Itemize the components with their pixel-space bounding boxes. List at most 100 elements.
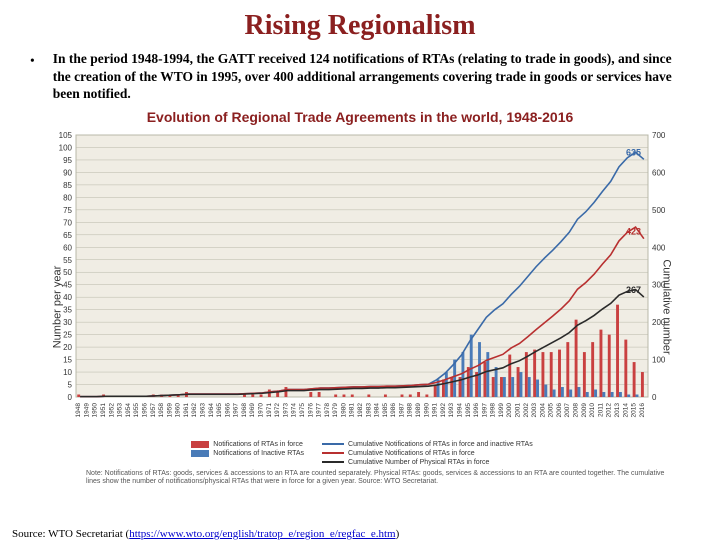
svg-text:1950: 1950	[92, 402, 99, 417]
bullet-marker: •	[30, 52, 35, 70]
svg-text:1979: 1979	[332, 402, 339, 417]
svg-text:267: 267	[626, 285, 641, 295]
svg-text:400: 400	[652, 243, 666, 252]
svg-text:0: 0	[68, 393, 73, 402]
svg-text:1998: 1998	[490, 402, 497, 417]
legend-item-blue-line: Cumulative Notifications of RTAs in forc…	[322, 441, 533, 448]
svg-text:1962: 1962	[191, 402, 198, 417]
svg-text:1999: 1999	[498, 402, 505, 417]
svg-text:1961: 1961	[183, 402, 190, 417]
legend-item-blue-bar: Notifications of Inactive RTAs	[191, 450, 304, 457]
svg-text:1980: 1980	[340, 402, 347, 417]
svg-text:1990: 1990	[423, 402, 430, 417]
bullet-text: In the period 1948-1994, the GATT receiv…	[53, 50, 680, 103]
svg-text:500: 500	[652, 205, 666, 214]
svg-text:1971: 1971	[266, 402, 273, 417]
svg-text:1973: 1973	[282, 402, 289, 417]
svg-text:1964: 1964	[208, 402, 215, 417]
svg-text:1995: 1995	[465, 402, 472, 417]
svg-text:40: 40	[63, 293, 72, 302]
svg-text:1981: 1981	[349, 402, 356, 417]
svg-text:2002: 2002	[523, 402, 530, 417]
svg-text:95: 95	[63, 156, 72, 165]
svg-text:2008: 2008	[573, 402, 580, 417]
legend-item-red-bar: Notifications of RTAs in force	[191, 441, 304, 448]
svg-text:1969: 1969	[249, 402, 256, 417]
svg-text:1963: 1963	[199, 402, 206, 417]
svg-text:2000: 2000	[506, 402, 513, 417]
svg-text:45: 45	[63, 280, 72, 289]
svg-text:1970: 1970	[258, 402, 265, 417]
svg-text:1960: 1960	[175, 402, 182, 417]
chart-svg: 0510152025303540455055606570758085909510…	[46, 127, 678, 437]
svg-text:1953: 1953	[117, 402, 124, 417]
svg-text:2011: 2011	[597, 402, 604, 416]
svg-text:1975: 1975	[299, 402, 306, 417]
svg-text:70: 70	[63, 218, 72, 227]
svg-text:1968: 1968	[241, 402, 248, 417]
source-citation: Source: WTO Secretariat (https://www.wto…	[12, 528, 399, 540]
svg-text:1965: 1965	[216, 402, 223, 417]
svg-text:100: 100	[652, 355, 666, 364]
svg-text:1976: 1976	[307, 402, 314, 417]
svg-text:25: 25	[63, 330, 72, 339]
svg-text:2010: 2010	[589, 402, 596, 417]
svg-text:105: 105	[59, 131, 73, 140]
svg-text:1991: 1991	[432, 402, 439, 417]
svg-text:1982: 1982	[357, 402, 364, 417]
svg-text:1978: 1978	[324, 402, 331, 417]
svg-text:5: 5	[68, 380, 73, 389]
y-axis-label-left: Number per year	[51, 265, 63, 348]
svg-text:100: 100	[59, 143, 73, 152]
svg-text:15: 15	[63, 355, 72, 364]
chart-container: Number per year Cumulative number 0 5 10 15…	[46, 127, 678, 487]
svg-text:50: 50	[63, 268, 72, 277]
svg-text:1992: 1992	[440, 402, 447, 417]
source-link[interactable]: https://www.wto.org/english/tratop_e/reg…	[129, 528, 395, 540]
svg-text:2006: 2006	[556, 402, 563, 417]
svg-text:2016: 2016	[639, 402, 646, 417]
svg-text:2015: 2015	[631, 402, 638, 417]
svg-text:1967: 1967	[233, 402, 240, 417]
legend-item-red-line: Cumulative Notifications of RTAs in forc…	[322, 450, 533, 457]
svg-text:1949: 1949	[83, 402, 90, 417]
y-axis-label-right: Cumulative number	[660, 259, 672, 354]
svg-text:2013: 2013	[614, 402, 621, 417]
svg-text:1948: 1948	[75, 402, 82, 417]
svg-text:1972: 1972	[274, 402, 281, 417]
svg-text:1974: 1974	[291, 402, 298, 417]
svg-text:55: 55	[63, 255, 72, 264]
svg-text:1966: 1966	[224, 402, 231, 417]
svg-text:600: 600	[652, 168, 666, 177]
svg-text:1984: 1984	[374, 402, 381, 417]
svg-text:1958: 1958	[158, 402, 165, 417]
svg-text:1986: 1986	[390, 402, 397, 417]
svg-text:1988: 1988	[407, 402, 414, 417]
svg-text:1993: 1993	[448, 402, 455, 417]
svg-text:1997: 1997	[481, 402, 488, 417]
chart-title: Evolution of Regional Trade Agreements i…	[0, 109, 720, 125]
svg-text:1989: 1989	[415, 402, 422, 417]
svg-text:1996: 1996	[473, 402, 480, 417]
svg-text:2014: 2014	[622, 402, 629, 417]
svg-text:1954: 1954	[125, 402, 132, 417]
svg-text:1952: 1952	[108, 402, 115, 417]
svg-text:85: 85	[63, 181, 72, 190]
svg-text:1957: 1957	[150, 402, 157, 417]
svg-text:2001: 2001	[515, 402, 522, 417]
chart-note: Note: Notifications of RTAs: goods, serv…	[86, 470, 678, 487]
svg-text:1951: 1951	[100, 402, 107, 417]
svg-text:2009: 2009	[581, 402, 588, 417]
svg-text:2012: 2012	[606, 402, 613, 417]
svg-text:65: 65	[63, 230, 72, 239]
svg-text:0: 0	[652, 393, 657, 402]
svg-text:90: 90	[63, 168, 72, 177]
legend-item-black-line: Cumulative Number of Physical RTAs in fo…	[322, 459, 533, 466]
svg-text:1959: 1959	[166, 402, 173, 417]
svg-text:10: 10	[63, 368, 72, 377]
svg-text:20: 20	[63, 343, 72, 352]
chart-legend: Notifications of RTAs in force Notificat…	[46, 441, 678, 466]
svg-text:1977: 1977	[316, 402, 323, 417]
svg-text:75: 75	[63, 205, 72, 214]
slide-title: Rising Regionalism	[0, 10, 720, 42]
